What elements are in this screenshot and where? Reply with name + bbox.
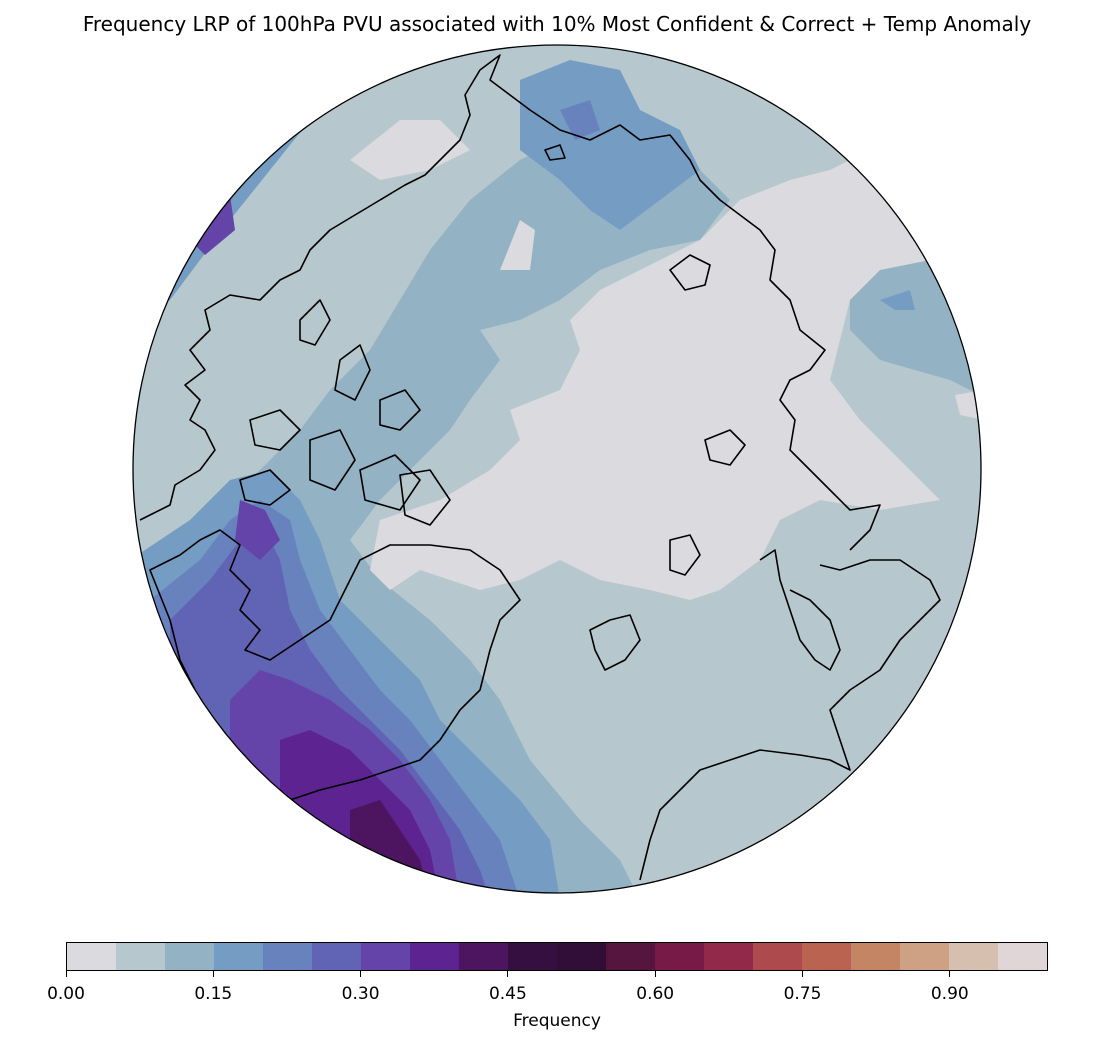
colorbar-tick-mark <box>802 971 803 977</box>
colorbar-segment <box>508 943 557 970</box>
colorbar-tick-label: 0.45 <box>488 984 527 1004</box>
contour-level-0.00-0.05 <box>500 220 535 270</box>
coastline-siberian-islands <box>544 144 746 466</box>
colorbar-segment <box>263 943 312 970</box>
colorbar-tick-label: 0.75 <box>783 984 822 1004</box>
coastline-archipelago <box>239 299 451 526</box>
coastlines <box>139 54 941 881</box>
coastline-europe <box>639 559 941 881</box>
colorbar-segment <box>67 943 116 970</box>
coastline-scandinavia <box>759 549 841 671</box>
colorbar-segment <box>949 943 998 970</box>
coastline-svalbard <box>589 614 641 671</box>
colorbar-tick-label: 0.90 <box>930 984 969 1004</box>
contour-level-0.20-0.25 <box>560 100 600 140</box>
map-boundary <box>132 44 982 894</box>
colorbar-tick-mark <box>507 971 509 977</box>
coastline-franz-josef <box>669 534 701 576</box>
contour-level-0.15-0.20 <box>520 60 700 230</box>
contour-level-0.00-0.05 <box>370 150 940 600</box>
colorbar-segment <box>116 943 165 970</box>
colorbar-segment <box>312 943 361 970</box>
contour-level-0.30-0.35 <box>190 195 235 255</box>
colorbar-tick-mark <box>949 971 951 977</box>
colorbar-segment <box>753 943 802 970</box>
colorbar-segment <box>606 943 655 970</box>
contour-level-0.15-0.20 <box>880 290 915 310</box>
contour-level-0.00-0.05 <box>350 120 470 180</box>
colorbar-segment <box>557 943 606 970</box>
coastline-north-america <box>139 54 881 551</box>
colorbar-segment <box>459 943 508 970</box>
colorbar <box>66 942 1048 971</box>
contour-level-0.30-0.35 <box>235 500 280 560</box>
colorbar-tick-mark <box>65 971 67 977</box>
colorbar-segment <box>998 943 1047 970</box>
colorbar-tick-mark <box>212 971 214 977</box>
colorbar-segment <box>361 943 410 970</box>
colorbar-tick-label: 0.60 <box>636 984 675 1004</box>
colorbar-segment <box>851 943 900 970</box>
colorbar-segment <box>165 943 214 970</box>
colorbar-segment <box>214 943 263 970</box>
colorbar-segment <box>900 943 949 970</box>
colorbar-tick-mark <box>360 971 362 977</box>
colorbar-tick-mark <box>654 971 656 977</box>
colorbar-label: Frequency <box>513 1011 601 1031</box>
colorbar-tick-label: 0.15 <box>194 984 233 1004</box>
map-title: Frequency LRP of 100hPa PVU associated w… <box>82 12 1032 36</box>
polar-map <box>132 44 982 894</box>
colorbar-tick-label: 0.00 <box>47 984 85 1004</box>
colorbar-segment <box>410 943 459 970</box>
colorbar-segment <box>704 943 753 970</box>
colorbar-tick-label: 0.30 <box>341 984 380 1004</box>
colorbar-segment <box>655 943 704 970</box>
colorbar-segment <box>802 943 851 970</box>
